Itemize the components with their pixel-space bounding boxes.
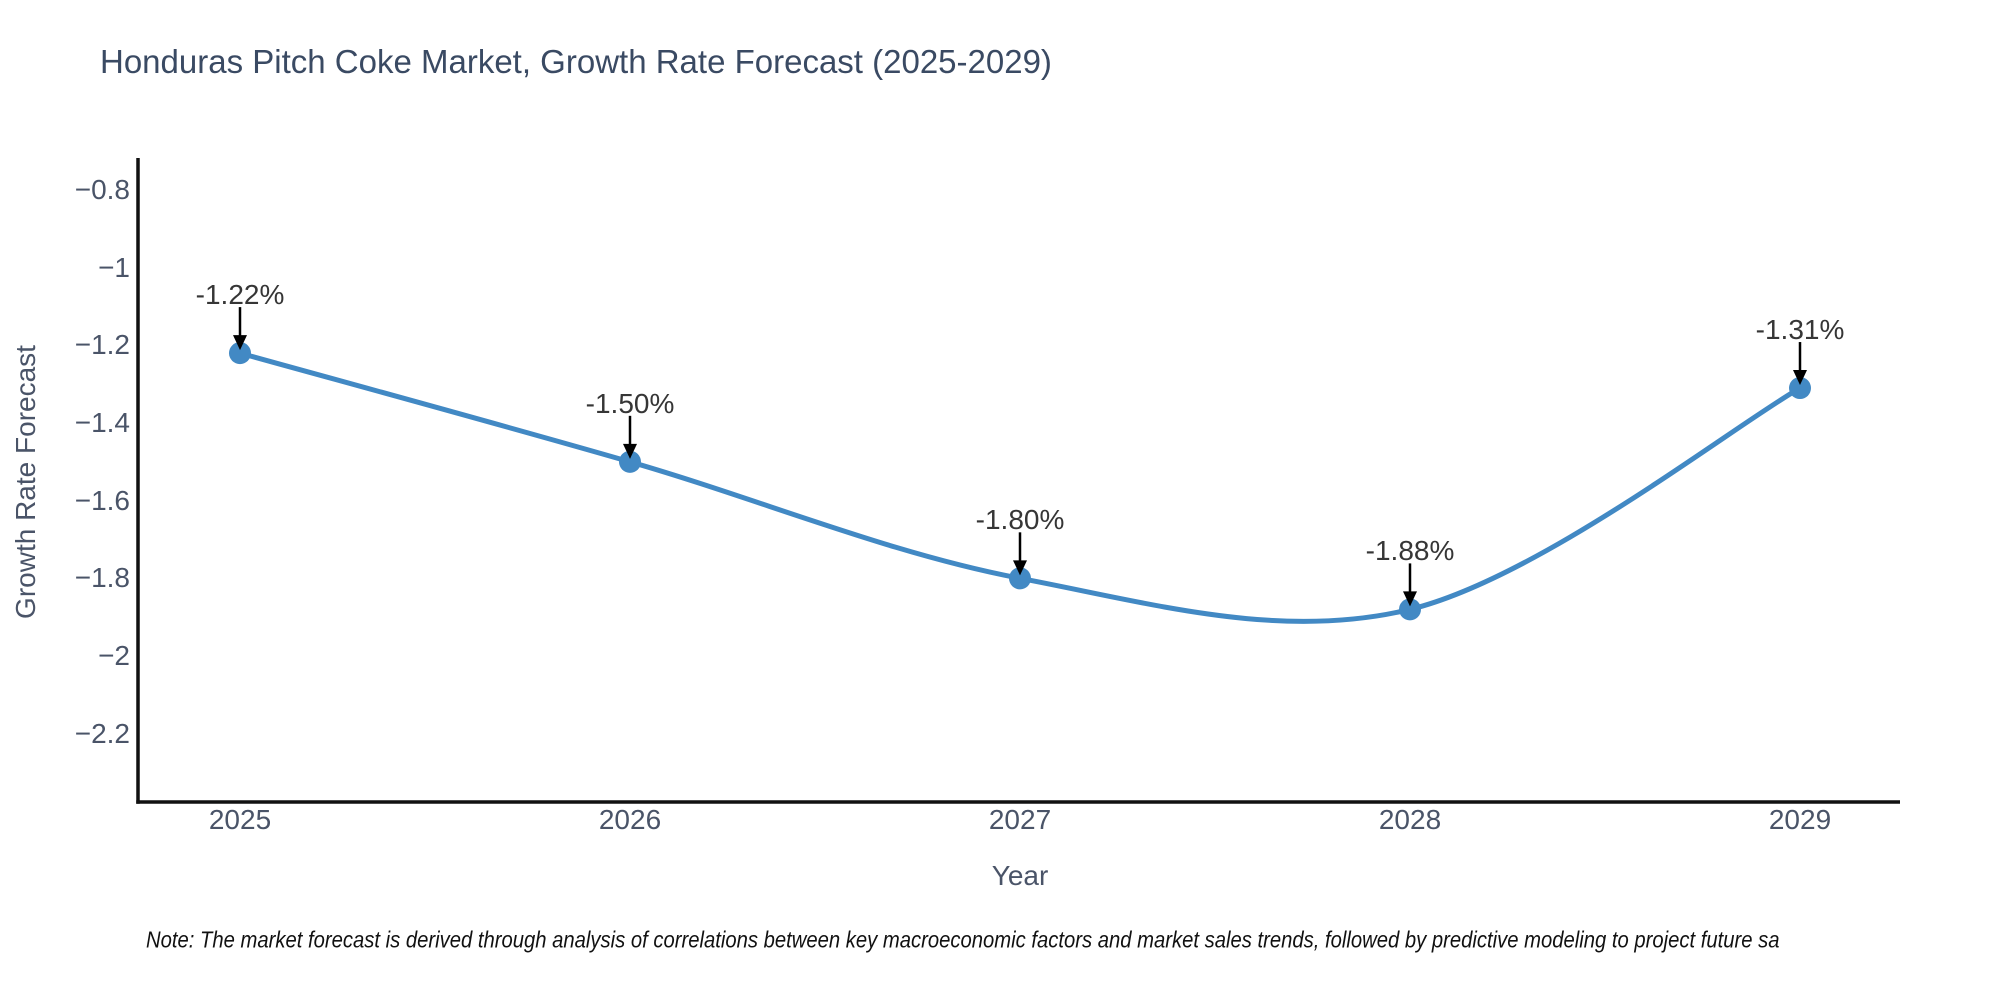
annotation-arrowhead-icon bbox=[1403, 591, 1417, 607]
data-point-label: -1.88% bbox=[1365, 535, 1455, 567]
x-tick-label: 2027 bbox=[988, 804, 1052, 835]
x-tick-label: 2026 bbox=[598, 804, 662, 835]
annotation-arrowhead-icon bbox=[233, 335, 247, 351]
footnote: Note: The market forecast is derived thr… bbox=[146, 926, 1780, 953]
y-tick-label: −1.4 bbox=[74, 406, 130, 438]
y-tick-label: −1.2 bbox=[74, 329, 130, 361]
annotation-arrowhead-icon bbox=[1013, 560, 1027, 576]
y-tick-label: −1.8 bbox=[74, 562, 130, 594]
y-tick-label: −1.6 bbox=[74, 484, 130, 516]
y-tick-label: −2 bbox=[98, 639, 130, 671]
x-tick-label: 2029 bbox=[1768, 804, 1832, 835]
data-point-label: -1.50% bbox=[585, 387, 675, 419]
x-tick-label: 2025 bbox=[208, 804, 272, 835]
data-point-marker bbox=[1009, 567, 1031, 590]
annotation-arrowhead-icon bbox=[623, 443, 637, 459]
y-axis-title: Growth Rate Forecast bbox=[10, 345, 41, 619]
data-point-marker bbox=[619, 450, 641, 473]
data-point-marker bbox=[229, 342, 251, 365]
x-axis-title: Year bbox=[991, 860, 1049, 891]
annotation-arrowhead-icon bbox=[1793, 370, 1807, 386]
data-point-label: -1.31% bbox=[1755, 314, 1845, 346]
y-tick-label: −2.2 bbox=[74, 717, 130, 749]
y-tick-label: −0.8 bbox=[74, 174, 130, 205]
chart-title: Honduras Pitch Coke Market, Growth Rate … bbox=[100, 43, 1052, 80]
data-point-label: -1.22% bbox=[195, 279, 285, 311]
x-tick-label: 2028 bbox=[1378, 804, 1442, 835]
data-point-marker bbox=[1789, 377, 1811, 400]
y-tick-label: −1 bbox=[98, 251, 130, 283]
data-point-label: -1.80% bbox=[975, 504, 1065, 536]
data-point-marker bbox=[1399, 598, 1421, 621]
